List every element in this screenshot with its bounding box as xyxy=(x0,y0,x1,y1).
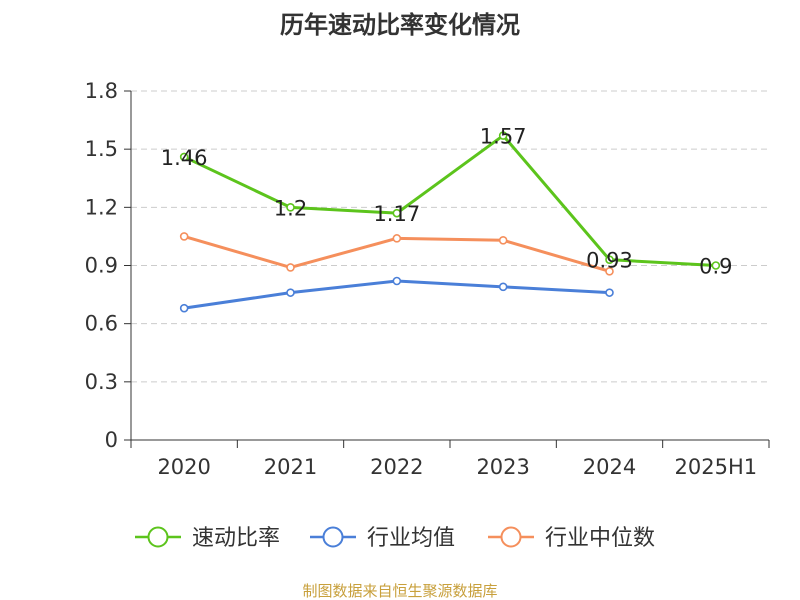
data-labels: 1.46 1.2 1.17 1.57 0.93 0.9 xyxy=(161,125,733,279)
data-point xyxy=(605,255,614,264)
data-point xyxy=(392,276,402,286)
legend-item[interactable]: 速动比率 xyxy=(135,526,280,551)
data-point xyxy=(498,131,508,140)
chart-title: 历年速动比率变化情况 xyxy=(280,11,520,39)
y-tick-label: 0 xyxy=(105,428,118,452)
data-point xyxy=(711,261,721,270)
data-point xyxy=(179,232,189,241)
data-point xyxy=(498,235,508,245)
legend-marker-icon xyxy=(322,526,344,548)
y-tick-label: 0.9 xyxy=(85,254,118,278)
x-tick-label: 2024 xyxy=(583,455,636,479)
x-tick-label: 2025H1 xyxy=(675,455,758,479)
y-tick-label: 1.2 xyxy=(85,195,118,219)
data-point xyxy=(286,203,295,212)
data-point xyxy=(605,288,614,297)
y-tick-label: 1.5 xyxy=(85,137,118,161)
data-point xyxy=(179,303,189,313)
x-tick-label: 2021 xyxy=(264,455,317,479)
data-label: 0.9 xyxy=(699,255,732,279)
x-tick-label: 2020 xyxy=(157,455,210,479)
data-label: 1.46 xyxy=(161,146,208,170)
data-point xyxy=(392,208,402,218)
data-label: 1.17 xyxy=(373,202,420,226)
legend-label: 行业均值 xyxy=(367,526,455,551)
legend-label: 行业中位数 xyxy=(545,526,655,551)
x-tick-label: 2023 xyxy=(476,455,529,479)
data-point xyxy=(392,234,402,243)
legend-item[interactable]: 行业中位数 xyxy=(488,526,655,551)
series-group xyxy=(179,131,721,313)
data-point xyxy=(605,267,614,276)
data-point xyxy=(498,282,508,292)
axes: 0 0.3 0.6 0.9 1.2 1.5 1.8 2020 2021 2022 2023 2024 2… xyxy=(85,79,770,479)
legend-marker-icon xyxy=(147,526,169,548)
data-point xyxy=(179,152,189,162)
legend-label: 速动比率 xyxy=(192,526,280,551)
data-point xyxy=(286,263,295,272)
legend: 速动比率 行业均值 行业中位数 xyxy=(135,526,655,551)
series-line xyxy=(183,134,716,267)
legend-item[interactable]: 行业均值 xyxy=(310,526,455,551)
y-tick-label: 1.8 xyxy=(85,79,118,103)
legend-marker-icon xyxy=(500,526,522,548)
y-tick-label: 0.3 xyxy=(85,370,118,394)
x-tick-label: 2022 xyxy=(370,455,423,479)
data-label: 1.2 xyxy=(274,196,307,220)
grid-lines xyxy=(131,90,769,383)
y-tick-label: 0.6 xyxy=(85,312,118,336)
data-point xyxy=(286,288,295,297)
data-label: 1.57 xyxy=(480,125,527,149)
source-note: 制图数据来自恒生聚源数据库 xyxy=(302,582,497,600)
data-label: 0.93 xyxy=(586,249,633,273)
